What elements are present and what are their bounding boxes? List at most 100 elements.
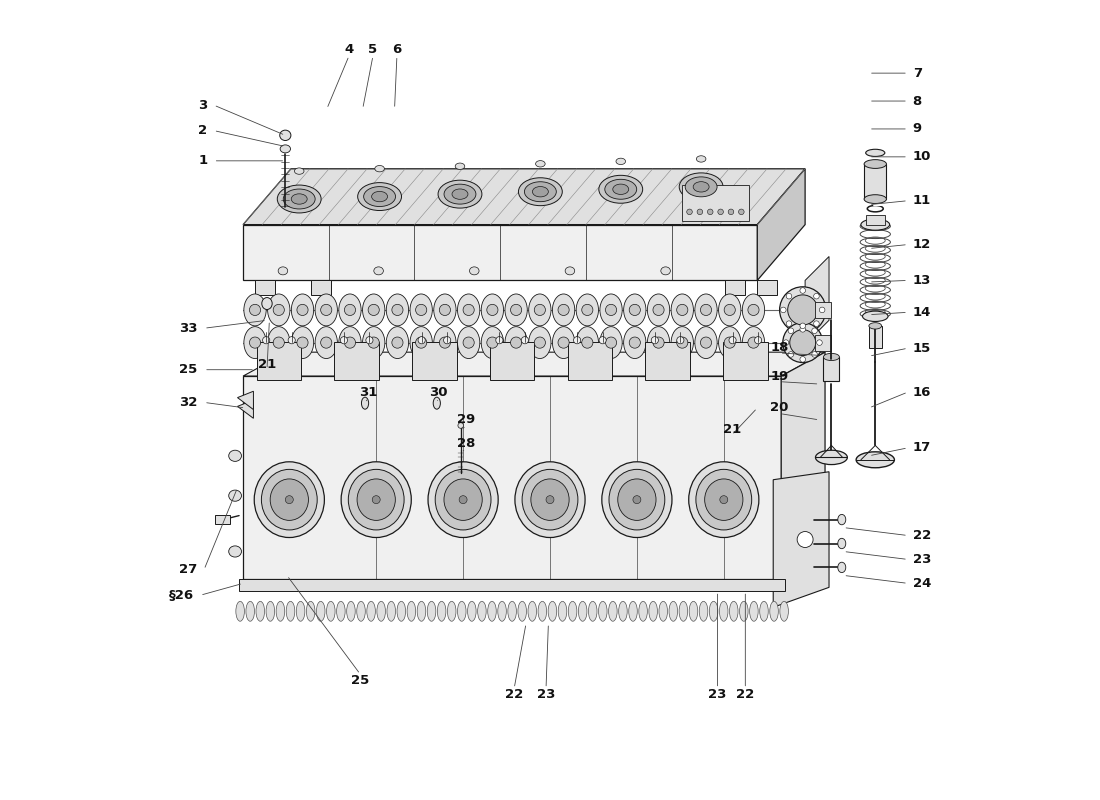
Ellipse shape <box>321 337 332 348</box>
Ellipse shape <box>468 602 476 622</box>
Text: 25: 25 <box>351 674 370 687</box>
Ellipse shape <box>288 337 295 344</box>
Ellipse shape <box>246 602 254 622</box>
Ellipse shape <box>285 496 294 504</box>
Ellipse shape <box>531 479 569 520</box>
Ellipse shape <box>558 602 566 622</box>
Ellipse shape <box>869 322 881 329</box>
Ellipse shape <box>284 189 316 209</box>
Ellipse shape <box>798 531 813 547</box>
Ellipse shape <box>505 294 527 326</box>
Ellipse shape <box>582 337 593 348</box>
Ellipse shape <box>781 307 786 313</box>
Ellipse shape <box>600 337 606 344</box>
Text: 16: 16 <box>913 386 931 398</box>
Ellipse shape <box>538 602 547 622</box>
Ellipse shape <box>337 602 345 622</box>
Ellipse shape <box>358 182 402 210</box>
Ellipse shape <box>458 422 463 428</box>
Ellipse shape <box>679 173 723 201</box>
Ellipse shape <box>856 452 894 468</box>
Ellipse shape <box>695 294 717 326</box>
Ellipse shape <box>459 496 468 504</box>
Ellipse shape <box>689 462 759 538</box>
Ellipse shape <box>679 602 688 622</box>
Text: §26: §26 <box>168 589 194 602</box>
Ellipse shape <box>386 294 408 326</box>
Ellipse shape <box>582 304 593 315</box>
Ellipse shape <box>362 398 369 409</box>
Ellipse shape <box>532 186 548 197</box>
Ellipse shape <box>546 496 554 504</box>
Ellipse shape <box>790 330 816 355</box>
Ellipse shape <box>535 304 546 315</box>
Ellipse shape <box>372 496 381 504</box>
Ellipse shape <box>418 337 426 344</box>
Ellipse shape <box>374 267 384 275</box>
Ellipse shape <box>755 337 761 344</box>
Ellipse shape <box>669 602 678 622</box>
Text: 28: 28 <box>458 438 475 450</box>
Ellipse shape <box>417 602 426 622</box>
Ellipse shape <box>498 602 506 622</box>
Ellipse shape <box>448 602 456 622</box>
Text: 8: 8 <box>913 94 922 107</box>
Ellipse shape <box>718 326 741 358</box>
Ellipse shape <box>697 209 703 214</box>
Text: 18: 18 <box>770 341 789 354</box>
Ellipse shape <box>535 337 546 348</box>
Ellipse shape <box>838 538 846 549</box>
Ellipse shape <box>838 562 846 573</box>
Ellipse shape <box>742 294 764 326</box>
Bar <box>682 185 749 221</box>
Ellipse shape <box>719 602 728 622</box>
Ellipse shape <box>701 304 712 315</box>
Polygon shape <box>243 352 825 376</box>
Ellipse shape <box>273 304 284 315</box>
Ellipse shape <box>458 294 480 326</box>
Ellipse shape <box>444 184 476 204</box>
Text: 23: 23 <box>708 689 727 702</box>
Ellipse shape <box>786 294 792 299</box>
Bar <box>723 342 768 380</box>
Ellipse shape <box>410 326 432 358</box>
Ellipse shape <box>341 462 411 538</box>
Ellipse shape <box>525 182 557 202</box>
Ellipse shape <box>862 311 888 322</box>
Ellipse shape <box>410 294 432 326</box>
Ellipse shape <box>696 156 706 162</box>
Ellipse shape <box>496 337 503 344</box>
Ellipse shape <box>439 304 451 315</box>
Ellipse shape <box>786 321 792 326</box>
Text: 7: 7 <box>913 66 922 80</box>
Text: 13: 13 <box>913 274 931 287</box>
Ellipse shape <box>552 294 575 326</box>
Ellipse shape <box>701 337 712 348</box>
Text: 17: 17 <box>913 442 931 454</box>
Ellipse shape <box>372 191 387 202</box>
Ellipse shape <box>609 470 664 530</box>
Ellipse shape <box>605 337 617 348</box>
Text: 5: 5 <box>368 42 377 56</box>
Ellipse shape <box>602 462 672 538</box>
Ellipse shape <box>521 337 528 344</box>
Ellipse shape <box>438 602 446 622</box>
Ellipse shape <box>250 337 261 348</box>
Ellipse shape <box>861 219 890 230</box>
Ellipse shape <box>536 161 546 167</box>
Ellipse shape <box>529 326 551 358</box>
Ellipse shape <box>307 602 315 622</box>
Ellipse shape <box>508 602 516 622</box>
Ellipse shape <box>278 267 288 275</box>
Ellipse shape <box>783 340 789 346</box>
Ellipse shape <box>346 602 355 622</box>
Bar <box>869 326 881 348</box>
Ellipse shape <box>696 470 751 530</box>
Polygon shape <box>757 169 805 281</box>
Ellipse shape <box>279 130 290 141</box>
Ellipse shape <box>481 294 504 326</box>
Text: 22: 22 <box>505 689 524 702</box>
Ellipse shape <box>529 294 551 326</box>
Ellipse shape <box>321 304 332 315</box>
Ellipse shape <box>812 328 817 334</box>
